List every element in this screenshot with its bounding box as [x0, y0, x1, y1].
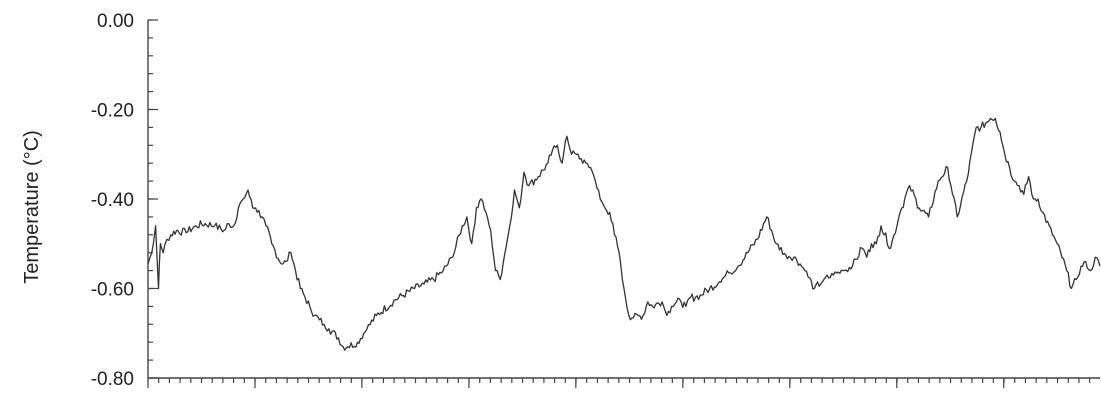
y-tick-label: -0.20 [91, 101, 134, 122]
temperature-series-line [147, 117, 1101, 351]
y-tick-label: -0.40 [91, 190, 134, 211]
y-axis-title: Temperature (°C) [21, 130, 43, 284]
plot-area [147, 117, 1101, 351]
y-tick-label: 0.00 [97, 11, 134, 32]
y-tick-label: -0.60 [91, 280, 134, 301]
y-tick-label: -0.80 [91, 369, 134, 390]
axes: 0.00 -0.20 -0.40 -0.60 -0.80 [91, 11, 1100, 390]
